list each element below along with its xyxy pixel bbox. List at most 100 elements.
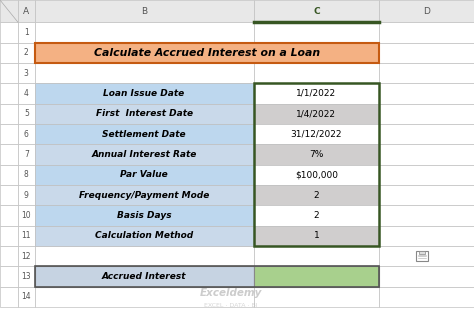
Bar — [254, 205, 379, 226]
Bar — [35, 226, 254, 246]
Bar — [0, 165, 18, 185]
Bar — [254, 124, 379, 144]
Text: 5: 5 — [24, 109, 29, 118]
Bar — [379, 226, 474, 246]
Bar — [0, 185, 18, 205]
Text: Frequency/Payment Mode: Frequency/Payment Mode — [79, 191, 210, 200]
Bar — [379, 0, 474, 22]
Bar — [18, 22, 35, 43]
Bar — [35, 144, 254, 165]
Bar — [18, 43, 35, 63]
Bar — [35, 22, 254, 43]
Bar — [18, 287, 35, 307]
Bar — [35, 124, 254, 144]
Text: 11: 11 — [21, 231, 31, 240]
Bar — [18, 104, 35, 124]
Bar — [379, 246, 474, 266]
Bar — [0, 0, 18, 22]
Bar — [35, 124, 254, 144]
Bar — [35, 83, 254, 104]
Bar — [254, 165, 379, 185]
Bar — [254, 83, 379, 104]
Text: 3: 3 — [24, 69, 29, 78]
Bar — [18, 205, 35, 226]
Bar — [0, 266, 18, 287]
Bar — [379, 63, 474, 83]
Bar — [0, 43, 18, 63]
Bar — [379, 287, 474, 307]
Bar — [18, 0, 35, 22]
Bar — [35, 104, 254, 124]
Bar — [254, 226, 379, 246]
Bar — [18, 83, 35, 104]
Text: 1/4/2022: 1/4/2022 — [296, 109, 337, 118]
Bar — [254, 266, 379, 287]
Bar — [379, 205, 474, 226]
Text: 7: 7 — [24, 150, 29, 159]
Text: 2: 2 — [314, 211, 319, 220]
Bar — [416, 251, 428, 261]
Bar — [35, 266, 254, 287]
Bar — [0, 22, 18, 43]
Text: C: C — [313, 7, 319, 16]
Text: Accrued Interest: Accrued Interest — [102, 272, 186, 281]
Text: 8: 8 — [24, 170, 29, 179]
Text: 2: 2 — [314, 191, 319, 200]
Bar — [254, 124, 379, 144]
Bar — [35, 144, 254, 165]
Bar — [0, 104, 18, 124]
Bar — [35, 226, 254, 246]
Text: 6: 6 — [24, 130, 29, 139]
Bar — [35, 104, 254, 124]
Text: 1/1/2022: 1/1/2022 — [296, 89, 337, 98]
Bar — [0, 205, 18, 226]
Text: 10: 10 — [21, 211, 31, 220]
Bar — [254, 226, 379, 246]
Text: First  Interest Date: First Interest Date — [96, 109, 192, 118]
Bar — [254, 287, 379, 307]
Text: 14: 14 — [21, 292, 31, 301]
Bar — [35, 0, 254, 22]
Text: $100,000: $100,000 — [295, 170, 338, 179]
Bar — [35, 43, 254, 63]
Bar — [379, 165, 474, 185]
Bar — [0, 226, 18, 246]
Text: 9: 9 — [24, 191, 29, 200]
Bar — [254, 246, 379, 266]
Bar — [254, 165, 379, 185]
Bar — [379, 185, 474, 205]
Bar — [0, 124, 18, 144]
Text: Calculate Accrued Interest on a Loan: Calculate Accrued Interest on a Loan — [94, 48, 320, 58]
Bar — [18, 246, 35, 266]
Text: Basis Days: Basis Days — [117, 211, 172, 220]
Bar — [254, 144, 379, 165]
Bar — [254, 83, 379, 246]
Bar — [254, 266, 379, 287]
Bar — [18, 266, 35, 287]
Text: 1: 1 — [313, 231, 319, 240]
Text: B: B — [141, 7, 147, 16]
Bar — [419, 251, 425, 254]
Bar — [35, 185, 254, 205]
Bar — [254, 205, 379, 226]
Bar — [379, 43, 474, 63]
Bar — [0, 144, 18, 165]
Bar — [18, 124, 35, 144]
Bar — [35, 165, 254, 185]
Bar — [0, 287, 18, 307]
Bar — [18, 185, 35, 205]
Text: 7%: 7% — [309, 150, 324, 159]
Text: D: D — [423, 7, 430, 16]
Bar — [18, 63, 35, 83]
Bar — [254, 104, 379, 124]
Text: 12: 12 — [21, 252, 31, 261]
Bar — [35, 246, 254, 266]
Bar — [379, 266, 474, 287]
Text: A: A — [23, 7, 29, 16]
Bar — [35, 63, 254, 83]
Text: Exceldemy: Exceldemy — [200, 288, 262, 298]
Bar — [35, 185, 254, 205]
Bar — [18, 226, 35, 246]
Bar — [379, 124, 474, 144]
Bar — [18, 165, 35, 185]
